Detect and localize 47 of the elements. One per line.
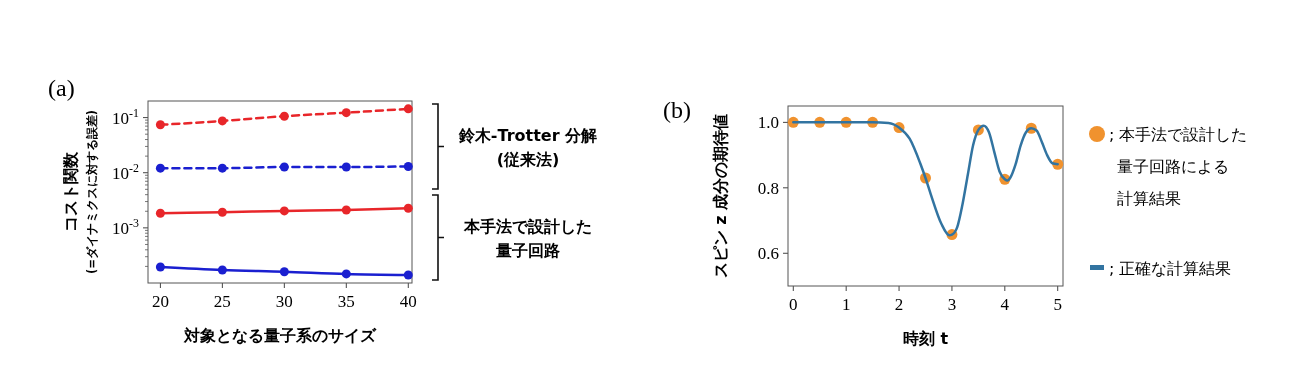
y-tick-label: 0.8	[757, 178, 779, 198]
legend-label: ; 正確な計算結果	[1109, 259, 1232, 278]
point	[155, 163, 165, 173]
point	[279, 162, 289, 172]
y-axis-title: スピン z 成分の期待値	[711, 113, 730, 279]
point	[217, 265, 227, 275]
point	[341, 269, 351, 279]
legend-label: ; 本手法で設計した量子回路による計算結果	[1109, 125, 1248, 208]
x-tick-label: 4	[1000, 295, 1010, 314]
point	[217, 207, 227, 217]
x-tick-label: 0	[789, 295, 798, 314]
point	[403, 161, 413, 171]
chart-title: (b)	[663, 97, 691, 123]
x-tick-label: 35	[337, 292, 355, 311]
point	[279, 267, 289, 277]
point	[341, 162, 351, 172]
x-tick-label: 2	[894, 295, 904, 314]
y-tick-label: 1.0	[757, 113, 779, 133]
point	[217, 116, 227, 126]
x-axis-title: 対象となる量子系のサイズ	[183, 326, 377, 345]
x-tick-label: 25	[213, 292, 231, 311]
point	[217, 163, 227, 173]
point	[279, 206, 289, 216]
y-tick-label: 10$^{-3}$	[112, 215, 140, 238]
chart-title: (a)	[48, 75, 75, 101]
y-tick-label: 0.6	[757, 244, 779, 264]
point	[155, 262, 165, 272]
x-tick-label: 3	[947, 295, 957, 314]
y-axis-title: コスト関数 (=ダイナミクスに対する誤差)	[61, 109, 99, 275]
point	[279, 111, 289, 121]
x-tick-label: 30	[275, 292, 293, 311]
x-tick-label: 1	[841, 295, 851, 314]
point	[155, 120, 165, 130]
y-tick-label: 10$^{-1}$	[112, 105, 140, 128]
point	[403, 203, 413, 213]
point	[341, 108, 351, 118]
point	[341, 205, 351, 215]
x-tick-label: 5	[1053, 295, 1062, 314]
point	[403, 270, 413, 280]
x-axis-title: 時刻 t	[902, 329, 949, 348]
y-tick-label: 10$^{-2}$	[112, 160, 140, 183]
x-tick-label: 40	[399, 292, 417, 311]
point	[403, 104, 413, 114]
point	[155, 208, 165, 218]
text: 本手法で設計した量子回路	[463, 216, 592, 260]
x-tick-label: 20	[151, 292, 169, 311]
text: 鈴木-Trotter 分解 (従来法)	[457, 125, 598, 169]
